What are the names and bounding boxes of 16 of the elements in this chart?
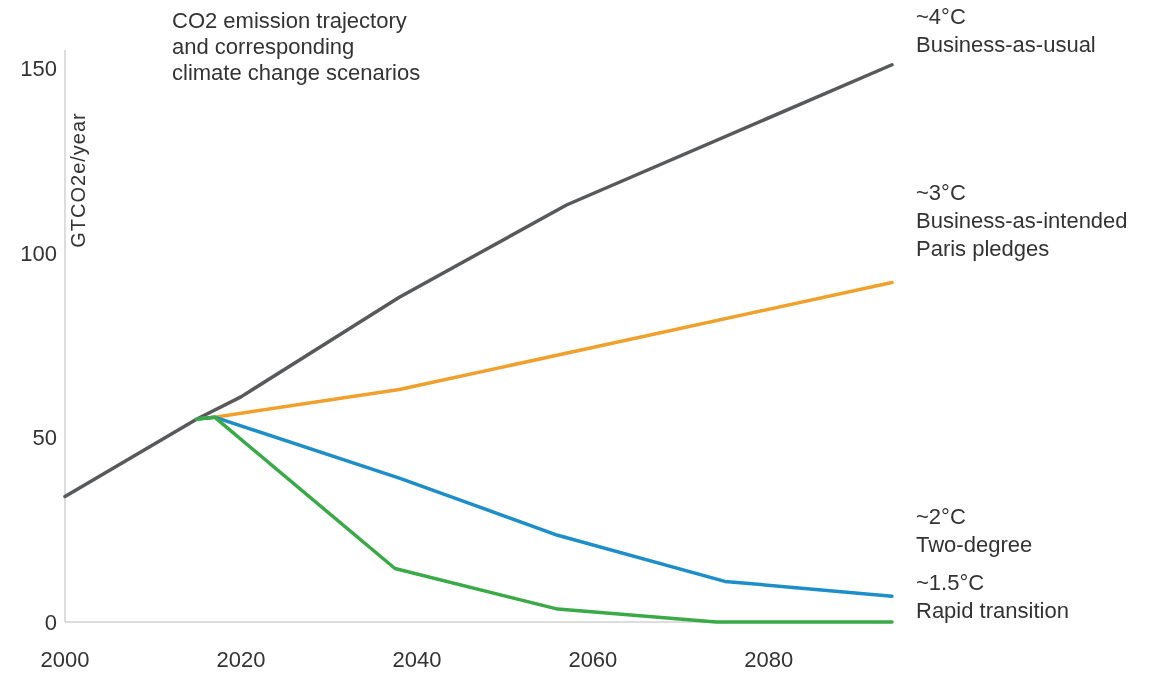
line-series [63,63,894,499]
y-tick-label: 50 [32,425,57,451]
x-tick-label: 2060 [568,647,618,672]
y-tick-label: 150 [20,56,57,82]
y-tick-label: 0 [44,609,57,635]
series-label: ~3°C Business-as-intended Paris pledges [916,180,1128,262]
x-tick-label: 2000 [40,647,90,672]
y-tick-label: 100 [20,240,57,266]
y-axis-title: GTCO2e/year [67,112,89,248]
series-label: ~4°C Business-as-usual [916,4,1096,57]
x-tick-label: 2020 [216,647,266,672]
x-tick-label: 2040 [392,647,442,672]
text: ~2°C Two-degree [916,504,1033,558]
series-label: ~1.5°C Rapid transition [916,570,1069,623]
chart-title: CO2 emission trajectory and corresponding climate change scenarios [172,8,421,85]
x-tick-label: 2080 [744,647,794,672]
